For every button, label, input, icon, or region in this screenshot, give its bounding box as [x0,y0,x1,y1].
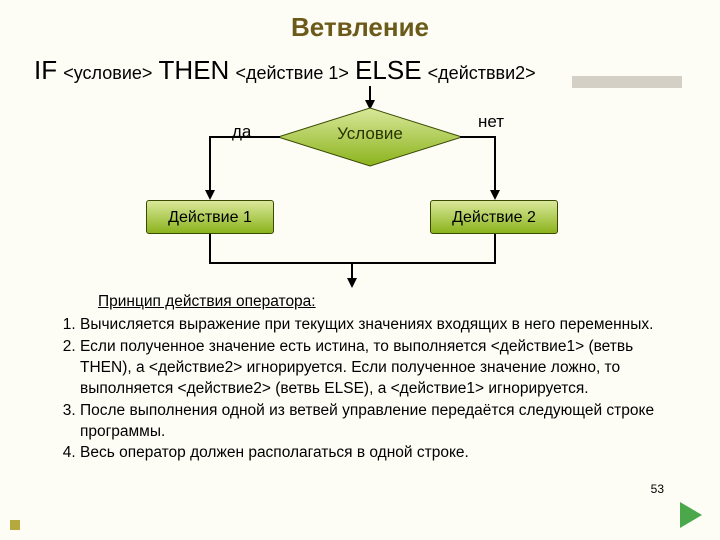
page-title: Ветвление [0,0,720,43]
arrow-icon [347,278,357,288]
action1-box: Действие 1 [146,200,274,234]
arrow-icon [205,190,215,200]
list-item: Если полученное значение есть истина, то… [80,337,686,400]
page-number: 53 [651,482,664,496]
corner-decoration [10,520,20,530]
arg-condition: <условие> [63,63,152,83]
list-item: После выполнения одной из ветвей управле… [80,401,686,443]
kw-if: IF [34,55,57,85]
arg-action2: <действви2> [428,63,536,83]
no-label: нет [478,112,504,132]
flow-line [460,136,496,138]
list-item: Весь оператор должен располагаться в одн… [80,443,686,464]
list-item: Вычисляется выражение при текущих значен… [80,315,686,336]
kw-else: ELSE [355,55,422,85]
principle-block: Принцип действия оператора: Вычисляется … [0,292,720,464]
decorative-bar [572,76,682,88]
kw-then: THEN [159,55,230,85]
condition-label: Условие [300,124,440,144]
arrow-icon [490,190,500,200]
flow-line [209,234,211,262]
principle-list: Вычисляется выражение при текущих значен… [58,315,686,464]
action2-box: Действие 2 [430,200,558,234]
flow-line [494,136,496,192]
flowchart: Условие да нет Действие 1 Действие 2 [0,92,720,292]
flow-line [210,136,280,138]
flow-line [209,136,211,192]
arg-action1: <действие 1> [235,63,348,83]
flow-line [494,234,496,262]
yes-label: да [232,122,251,142]
principle-header: Принцип действия оператора: [98,292,686,313]
next-button[interactable] [680,502,702,528]
